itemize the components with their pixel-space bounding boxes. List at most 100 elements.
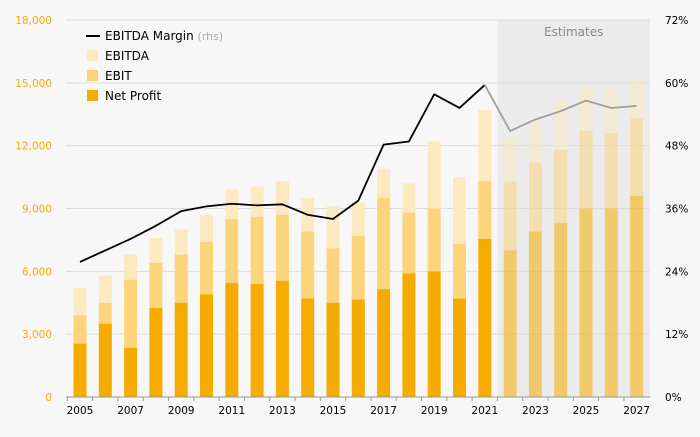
ebit-bar xyxy=(351,235,365,300)
ebitda-bar xyxy=(579,87,593,132)
x-tick-label: 2027 xyxy=(623,405,650,417)
ebit-bar xyxy=(225,218,239,283)
net-profit-bar xyxy=(604,208,618,397)
net-profit-bar xyxy=(73,343,87,397)
net-profit-bar xyxy=(579,208,593,397)
x-tick-label: 2019 xyxy=(421,405,448,417)
ebit-bar xyxy=(250,216,264,284)
y-right-tick-label: 60% xyxy=(665,78,688,90)
ebit-bar xyxy=(604,133,618,209)
x-tick-label: 2021 xyxy=(471,405,498,417)
net-profit-bar xyxy=(225,282,239,397)
ebitda-bar xyxy=(453,177,466,245)
ebit-bar xyxy=(326,248,340,303)
legend-rhs-suffix: (rhs) xyxy=(198,30,224,43)
net-profit-bar xyxy=(174,302,188,397)
x-tick-label: 2007 xyxy=(117,405,144,417)
axis-layer: 0 3,000 6,000 9,000 12,000 15,000 18,000 0% 12% 2… xyxy=(15,15,688,417)
ebitda-bar xyxy=(478,110,492,182)
ebit-bar xyxy=(427,208,441,272)
ebit-bar xyxy=(275,214,289,281)
ebitda-bar xyxy=(124,254,138,280)
ebitda-bar xyxy=(604,89,618,134)
ebitda-bar xyxy=(554,99,568,150)
legend-label-ebitda: EBITDA xyxy=(105,49,150,63)
legend-label-ebit: EBIT xyxy=(105,69,132,83)
net-profit-bar xyxy=(124,347,138,397)
margin-line-layer xyxy=(79,84,637,263)
ebit-bar xyxy=(98,302,112,324)
y-left-tick-label: 12,000 xyxy=(15,141,52,153)
estimates-label: Estimates xyxy=(544,25,603,39)
ebit-bar xyxy=(174,254,188,303)
ebit-bar xyxy=(149,262,163,308)
y-right-tick-label: 0% xyxy=(665,392,682,404)
x-tick-label: 2023 xyxy=(522,405,549,417)
ebitda-bar xyxy=(73,288,87,316)
net-profit-bar xyxy=(351,299,365,397)
x-tick-label: 2005 xyxy=(67,405,94,417)
y-left-tick-label: 15,000 xyxy=(15,78,52,90)
ebit-bar xyxy=(377,198,391,290)
ebit-bar xyxy=(478,181,492,239)
ebit-bar xyxy=(73,315,87,344)
ebitda-bar xyxy=(98,275,112,303)
ebitda-bar xyxy=(503,139,517,182)
ebitda-bar xyxy=(351,202,365,236)
ebit-bar xyxy=(579,131,593,209)
y-left-tick-label: 9,000 xyxy=(22,204,52,216)
y-left-tick-label: 18,000 xyxy=(15,15,52,27)
net-profit-bar xyxy=(528,231,542,397)
ebitda-margin-line xyxy=(79,84,486,263)
ebit-bar xyxy=(528,162,542,232)
y-left-tick-label: 6,000 xyxy=(22,266,52,278)
net-profit-bar xyxy=(453,298,466,397)
ebitda-bar xyxy=(250,186,264,217)
ebit-bar xyxy=(503,181,517,251)
x-tick-label: 2025 xyxy=(573,405,600,417)
legend-swatch-net-profit xyxy=(87,90,98,101)
net-profit-bar xyxy=(275,280,289,397)
ebit-bar xyxy=(301,231,315,299)
ebit-bar xyxy=(630,118,644,196)
legend-label-net-profit: Net Profit xyxy=(105,89,161,103)
ebit-bar xyxy=(124,279,138,348)
legend-label-ebitda-margin: EBITDA Margin (rhs) xyxy=(105,29,223,43)
net-profit-bar xyxy=(301,298,315,397)
y-left-tick-label: 0 xyxy=(45,392,52,404)
x-tick-label: 2017 xyxy=(370,405,397,417)
y-right-tick-label: 24% xyxy=(665,266,688,278)
net-profit-bar xyxy=(630,195,644,397)
ebitda-bar xyxy=(326,206,340,249)
ebitda-bar xyxy=(200,214,213,243)
ebitda-bar xyxy=(528,120,542,163)
net-profit-bar xyxy=(98,323,112,397)
x-tick-label: 2015 xyxy=(320,405,347,417)
ebitda-bar xyxy=(275,181,289,215)
net-profit-bar xyxy=(377,289,391,397)
x-tick-label: 2009 xyxy=(168,405,195,417)
net-profit-bar xyxy=(200,294,213,397)
ebitda-bar xyxy=(174,229,188,255)
net-profit-bar xyxy=(402,273,416,397)
ebit-bar xyxy=(402,212,416,274)
net-profit-bar xyxy=(427,271,441,397)
ebitda-bar xyxy=(377,168,391,199)
ebitda-bar xyxy=(402,183,416,213)
ebit-bar xyxy=(200,242,213,295)
net-profit-bar xyxy=(326,302,340,397)
y-right-tick-label: 48% xyxy=(665,141,688,153)
net-profit-bar xyxy=(250,283,264,397)
legend-swatch-ebitda xyxy=(87,50,98,61)
legend: EBITDA Margin (rhs) EBITDA EBIT Net Profit xyxy=(86,29,223,103)
net-profit-bar xyxy=(503,250,517,397)
legend-swatch-ebit xyxy=(87,70,98,81)
ebit-bar xyxy=(554,149,568,224)
ebitda-margin-line-estimate xyxy=(484,84,637,132)
bars-layer xyxy=(73,78,644,397)
ebitda-bar xyxy=(149,237,163,263)
y-right-tick-label: 72% xyxy=(665,15,688,27)
y-left-tick-label: 3,000 xyxy=(22,329,52,341)
